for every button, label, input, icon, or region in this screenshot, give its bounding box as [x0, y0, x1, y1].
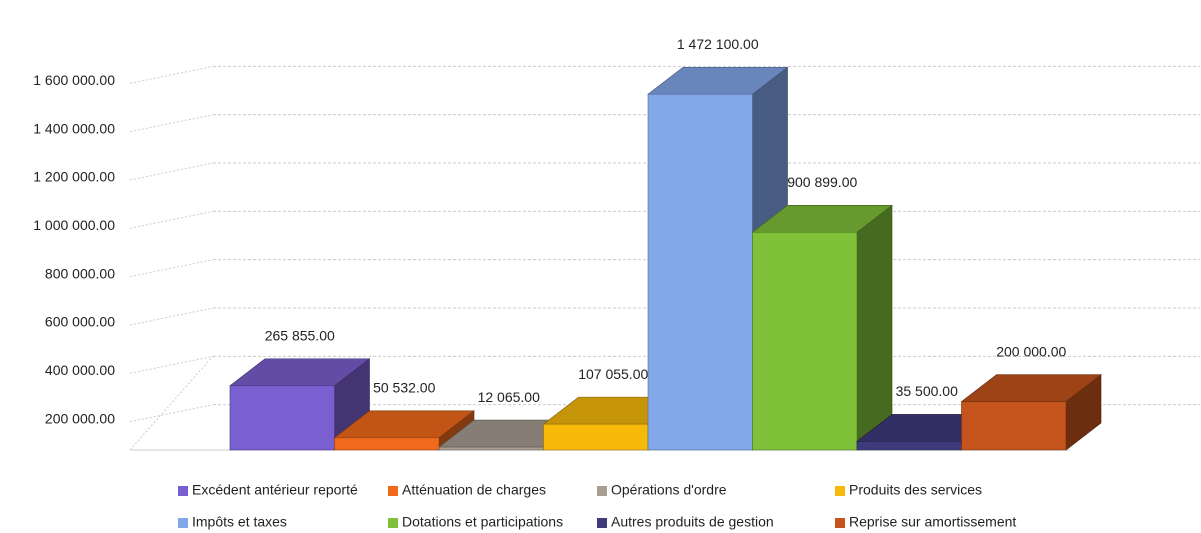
data-label: 12 065.00: [478, 389, 540, 405]
floor-line: [129, 355, 214, 451]
legend-swatch: [388, 518, 398, 528]
bar: [960, 374, 1102, 451]
grid-line: [129, 210, 1200, 229]
bar-front: [543, 423, 649, 451]
bar-front: [961, 401, 1067, 451]
data-label: 900 899.00: [787, 174, 857, 190]
legend-label: Autres produits de gestion: [611, 514, 774, 530]
bar: [333, 410, 475, 451]
y-tick-label: 1 200 000.00: [33, 169, 115, 185]
data-label: 50 532.00: [373, 379, 435, 395]
bar-front: [334, 437, 440, 451]
grid-line-side: [129, 404, 214, 423]
grid-line: [129, 114, 1200, 133]
y-tick-label: 200 000.00: [45, 410, 115, 426]
legend-label: Excédent antérieur reporté: [192, 482, 358, 498]
bar-front: [856, 441, 962, 451]
data-label: 265 855.00: [265, 327, 335, 343]
grid-line: [129, 355, 1200, 374]
y-tick-label: 1 600 000.00: [33, 72, 115, 88]
legend-swatch: [597, 486, 607, 496]
legend-label: Atténuation de charges: [402, 482, 546, 498]
bar-side: [856, 204, 893, 451]
grid-line-side: [129, 259, 214, 278]
grid-line-side: [129, 65, 214, 84]
y-tick-label: 1 400 000.00: [33, 120, 115, 136]
legend-swatch: [835, 518, 845, 528]
grid-line: [129, 65, 1200, 84]
y-tick-label: 400 000.00: [45, 362, 115, 378]
data-label: 1 472 100.00: [677, 36, 759, 52]
legend-swatch: [835, 486, 845, 496]
data-label: 35 500.00: [896, 383, 958, 399]
legend-label: Produits des services: [849, 482, 982, 498]
grid-line: [129, 307, 1200, 326]
grid-line: [129, 162, 1200, 181]
bar-front: [229, 385, 335, 451]
bar-front: [647, 93, 753, 451]
legend-swatch: [178, 518, 188, 528]
legend-swatch: [597, 518, 607, 528]
grid-line-side: [129, 162, 214, 181]
legend-label: Impôts et taxes: [192, 514, 287, 530]
data-label: 200 000.00: [996, 343, 1066, 359]
bar: [751, 204, 893, 451]
data-label: 107 055.00: [578, 366, 648, 382]
legend-swatch: [388, 486, 398, 496]
legend-label: Dotations et participations: [402, 514, 563, 530]
grid-line-side: [129, 355, 214, 374]
bar-front: [752, 231, 858, 451]
grid-line-side: [129, 114, 214, 133]
bar-front: [438, 446, 544, 451]
legend-label: Reprise sur amortissement: [849, 514, 1016, 530]
grid-line-side: [129, 307, 214, 326]
y-tick-label: 1 000 000.00: [33, 217, 115, 233]
grid-line-side: [129, 210, 214, 229]
grid-line: [129, 259, 1200, 278]
legend-label: Opérations d'ordre: [611, 482, 727, 498]
legend-swatch: [178, 486, 188, 496]
y-tick-label: 600 000.00: [45, 314, 115, 330]
y-tick-label: 800 000.00: [45, 265, 115, 281]
